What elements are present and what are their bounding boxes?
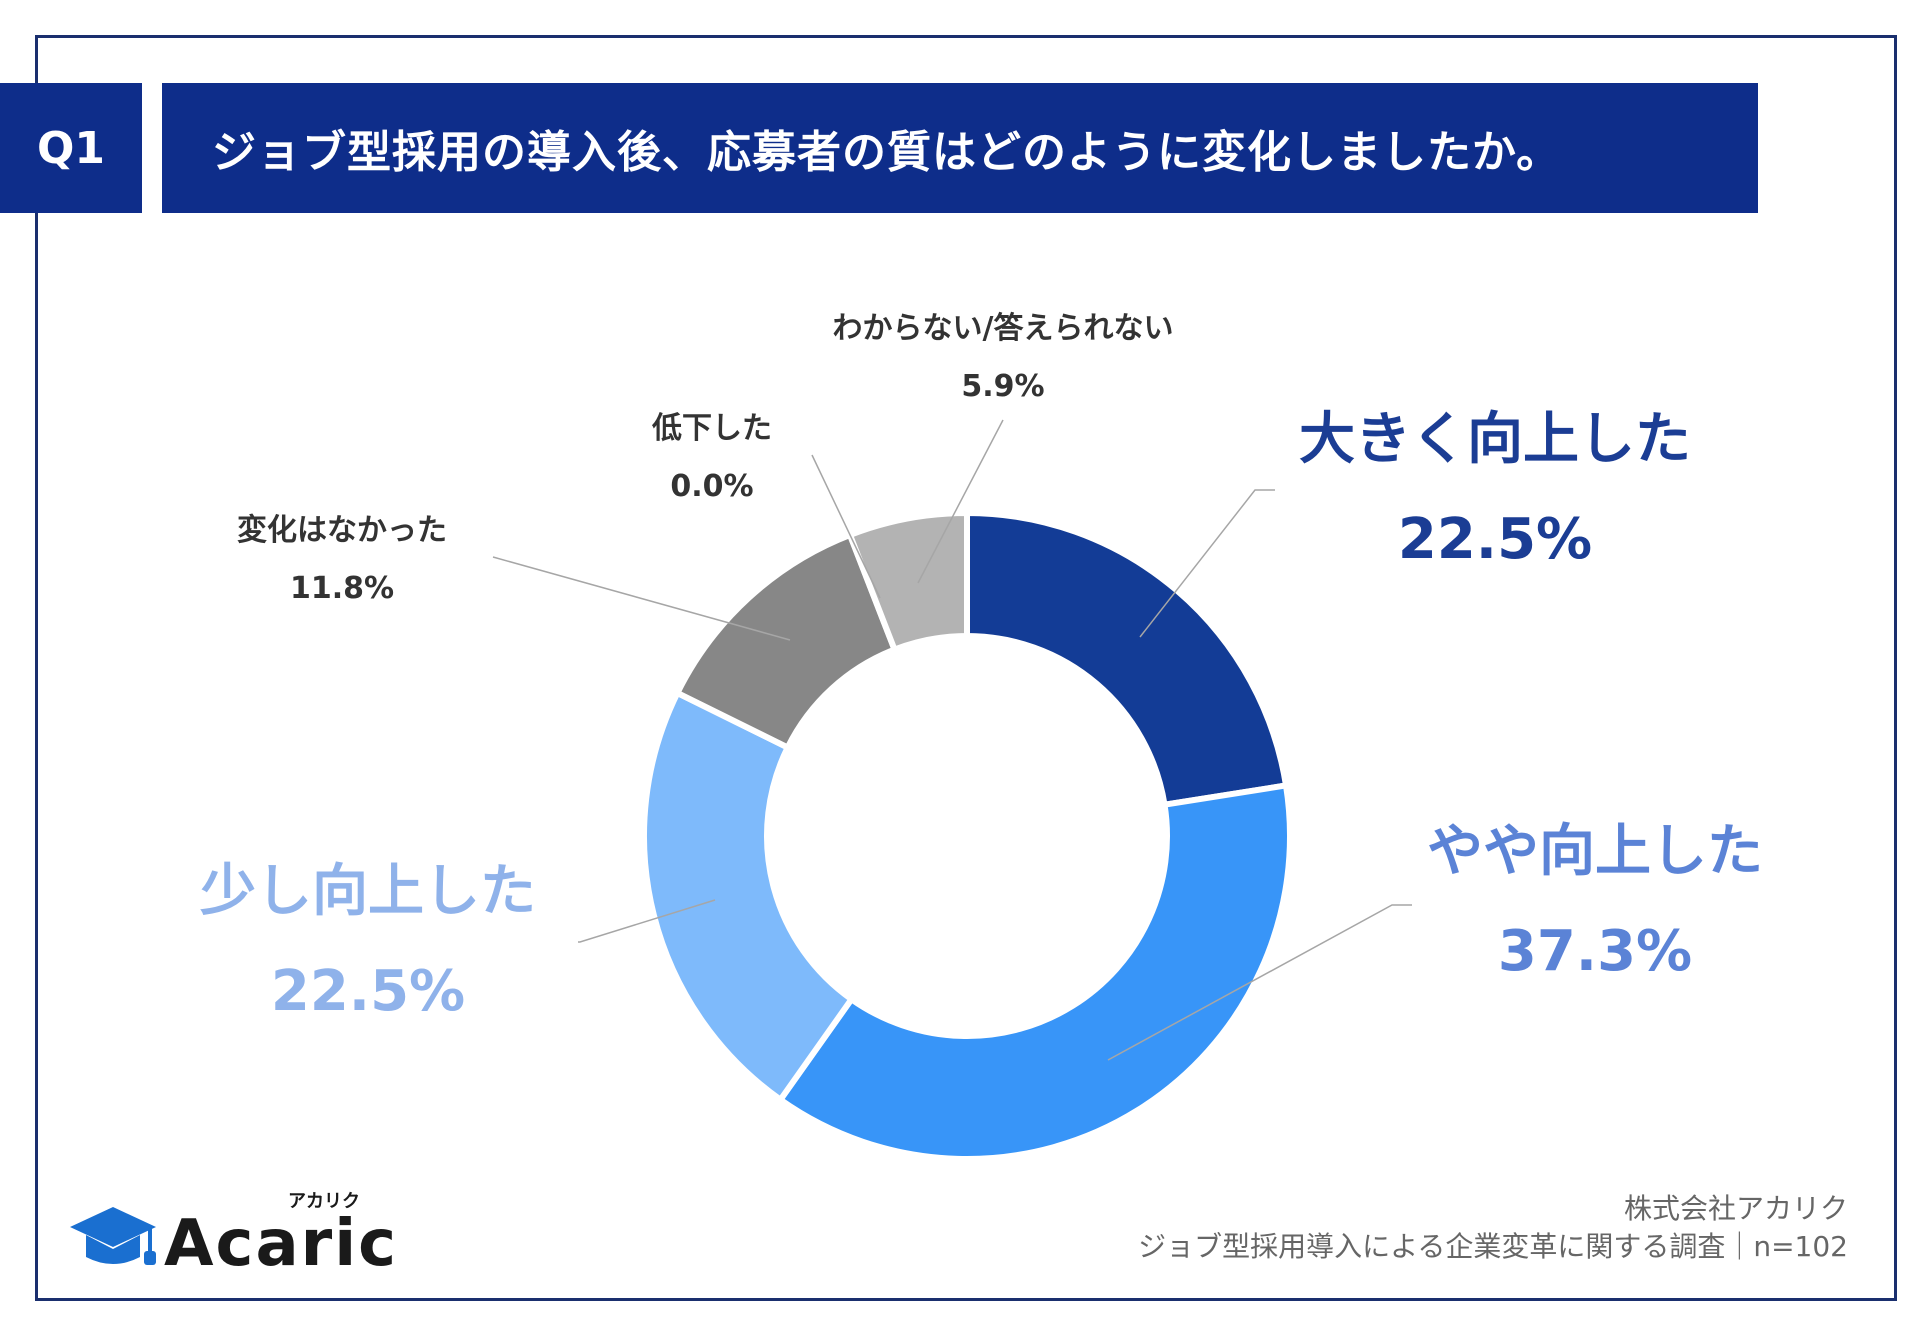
- question-title: ジョブ型採用の導入後、応募者の質はどのように変化しましたか。: [162, 83, 1758, 213]
- slice-value-1: 37.3%: [1498, 919, 1692, 984]
- slice-5: [846, 509, 970, 654]
- chart-frame: [35, 35, 1897, 1301]
- slice-label-3: 変化はなかった: [237, 513, 447, 548]
- leader-line-0: [1139, 489, 1275, 638]
- leader-line-4: [811, 454, 881, 599]
- slice-label-2: 少し向上した: [200, 859, 536, 924]
- slice-label-1: やや向上した: [1427, 819, 1763, 884]
- leader-line-3: [492, 556, 791, 641]
- leader-line-2: [578, 899, 716, 943]
- slice-label-5: わからない/答えられない: [833, 311, 1174, 346]
- slice-value-4: 0.0%: [670, 469, 753, 504]
- slice-0: [964, 509, 1290, 809]
- slice-value-2: 22.5%: [271, 959, 465, 1024]
- footer-survey: ジョブ型採用導入による企業変革に関する調査｜n=102: [1138, 1230, 1848, 1263]
- logo-kana: アカリク: [288, 1191, 360, 1212]
- slice-value-3: 11.8%: [290, 571, 394, 606]
- slice-1: [776, 782, 1293, 1162]
- slice-value-5: 5.9%: [961, 369, 1044, 404]
- leader-line-5: [917, 419, 1004, 584]
- question-badge: Q1: [0, 83, 142, 213]
- acaric-logo: アカリク Acaric: [68, 1191, 396, 1281]
- logo-text: Acaric: [164, 1207, 399, 1281]
- graduation-cap-icon: [70, 1207, 156, 1265]
- slice-label-4: 低下した: [651, 411, 772, 446]
- slice-label-0: 大きく向上した: [1299, 407, 1691, 472]
- slice-2: [641, 688, 856, 1104]
- footer: 株式会社アカリク ジョブ型採用導入による企業変革に関する調査｜n=102: [1138, 1190, 1848, 1266]
- slice-value-0: 22.5%: [1398, 507, 1592, 572]
- footer-company: 株式会社アカリク: [1623, 1192, 1848, 1225]
- leader-line-1: [1107, 904, 1412, 1061]
